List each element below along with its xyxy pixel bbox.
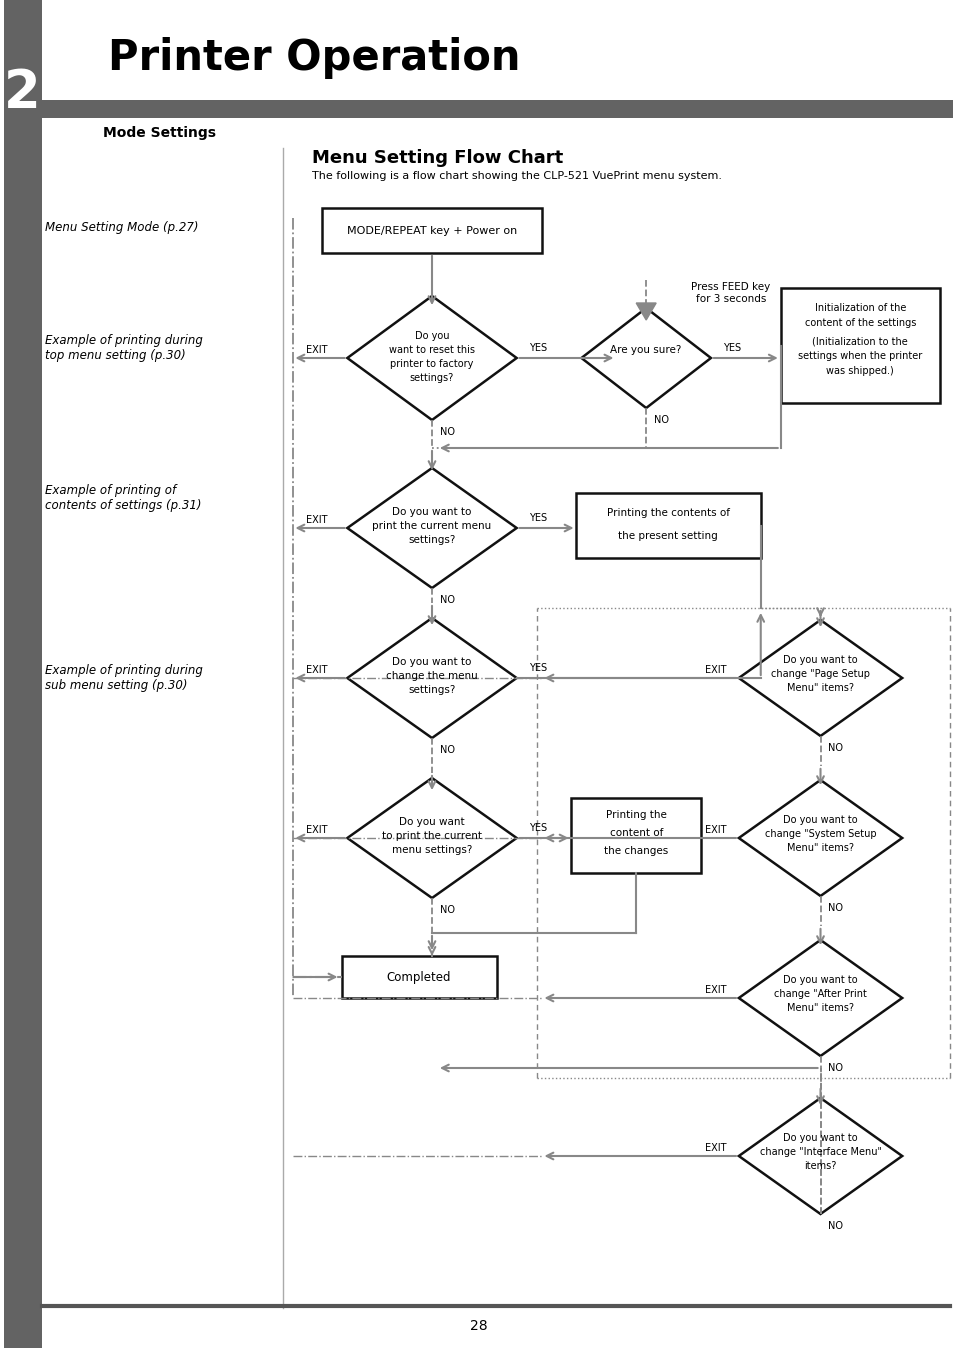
Text: change the menu: change the menu (386, 671, 477, 681)
Text: want to reset this: want to reset this (389, 345, 475, 355)
Text: EXIT: EXIT (704, 985, 726, 995)
Text: Mode Settings: Mode Settings (103, 125, 216, 140)
Text: YES: YES (528, 824, 546, 833)
Text: Menu Setting Mode (p.27): Menu Setting Mode (p.27) (46, 221, 199, 235)
Text: change "Interface Menu": change "Interface Menu" (759, 1147, 881, 1157)
Text: Printer Operation: Printer Operation (108, 36, 520, 80)
Polygon shape (738, 1099, 902, 1215)
Text: MODE/REPEAT key + Power on: MODE/REPEAT key + Power on (347, 226, 517, 236)
Text: Do you: Do you (415, 332, 449, 341)
Polygon shape (347, 297, 517, 421)
Text: Menu" items?: Menu" items? (786, 842, 853, 853)
Bar (4, 0, 42, 1348)
Text: settings?: settings? (408, 685, 456, 696)
Text: NO: NO (439, 745, 455, 755)
Text: NO: NO (439, 905, 455, 915)
Text: NO: NO (439, 594, 455, 605)
Polygon shape (738, 620, 902, 736)
Text: was shipped.): was shipped.) (825, 367, 893, 376)
Bar (576, 493, 760, 558)
Text: Menu" items?: Menu" items? (786, 683, 853, 693)
Text: EXIT: EXIT (306, 665, 327, 675)
Text: Do you want to: Do you want to (782, 1134, 857, 1143)
Text: content of: content of (609, 828, 662, 838)
Text: change "System Setup: change "System Setup (764, 829, 876, 838)
Text: the changes: the changes (603, 847, 668, 856)
Text: print the current menu: print the current menu (372, 520, 491, 531)
Polygon shape (347, 468, 517, 588)
Text: Do you want to: Do you want to (782, 816, 857, 825)
Text: EXIT: EXIT (306, 345, 327, 355)
Polygon shape (738, 780, 902, 896)
Bar (342, 956, 497, 998)
Text: YES: YES (528, 663, 546, 673)
Text: NO: NO (827, 1221, 842, 1231)
Bar (42, 100, 953, 119)
Text: Do you want to: Do you want to (392, 656, 471, 667)
Text: Do you want to: Do you want to (782, 655, 857, 665)
Text: settings?: settings? (410, 373, 454, 383)
Text: Do you want to: Do you want to (392, 507, 471, 518)
Text: Do you want to: Do you want to (782, 975, 857, 985)
Text: Are you sure?: Are you sure? (610, 345, 681, 355)
Bar (571, 798, 700, 874)
Text: Example of printing during
top menu setting (p.30): Example of printing during top menu sett… (46, 334, 203, 363)
Text: Printing the contents of: Printing the contents of (606, 508, 729, 518)
Text: 28: 28 (470, 1318, 487, 1333)
Text: 2: 2 (4, 67, 41, 119)
Text: NO: NO (827, 1064, 842, 1073)
Text: Completed: Completed (386, 971, 451, 984)
Text: EXIT: EXIT (704, 1143, 726, 1153)
Text: settings?: settings? (408, 535, 456, 545)
Text: NO: NO (827, 743, 842, 754)
Text: Menu Setting Flow Chart: Menu Setting Flow Chart (313, 150, 563, 167)
Text: settings when the printer: settings when the printer (798, 350, 922, 361)
Text: (Initialization to the: (Initialization to the (812, 336, 907, 346)
Text: menu settings?: menu settings? (392, 845, 472, 855)
Polygon shape (738, 940, 902, 1055)
Text: to print the current: to print the current (381, 830, 481, 841)
Text: Press FEED key
for 3 seconds: Press FEED key for 3 seconds (691, 282, 770, 303)
Text: Example of printing of
contents of settings (p.31): Example of printing of contents of setti… (46, 484, 202, 512)
Text: EXIT: EXIT (704, 665, 726, 675)
Text: the present setting: the present setting (618, 531, 718, 541)
Text: change "Page Setup: change "Page Setup (770, 669, 869, 679)
Text: printer to factory: printer to factory (390, 359, 474, 369)
Text: NO: NO (654, 415, 668, 425)
Text: EXIT: EXIT (306, 825, 327, 834)
Text: Example of printing during
sub menu setting (p.30): Example of printing during sub menu sett… (46, 665, 203, 692)
Text: NO: NO (439, 427, 455, 437)
Polygon shape (347, 617, 517, 737)
Text: Initialization of the: Initialization of the (814, 303, 905, 313)
Text: The following is a flow chart showing the CLP-521 VuePrint menu system.: The following is a flow chart showing th… (313, 171, 721, 181)
Text: Printing the: Printing the (605, 810, 666, 820)
Text: content of the settings: content of the settings (803, 318, 915, 328)
Bar (322, 208, 541, 253)
Bar (780, 288, 939, 403)
Text: YES: YES (722, 342, 740, 353)
Text: YES: YES (528, 342, 546, 353)
Text: Menu" items?: Menu" items? (786, 1003, 853, 1012)
Text: YES: YES (528, 514, 546, 523)
Polygon shape (347, 778, 517, 898)
Text: EXIT: EXIT (704, 825, 726, 834)
Text: Do you want: Do you want (398, 817, 464, 828)
Polygon shape (636, 303, 656, 319)
Text: EXIT: EXIT (306, 515, 327, 524)
Text: change "After Print: change "After Print (773, 989, 866, 999)
Text: items?: items? (803, 1161, 836, 1171)
Polygon shape (580, 307, 710, 408)
Text: NO: NO (827, 903, 842, 913)
